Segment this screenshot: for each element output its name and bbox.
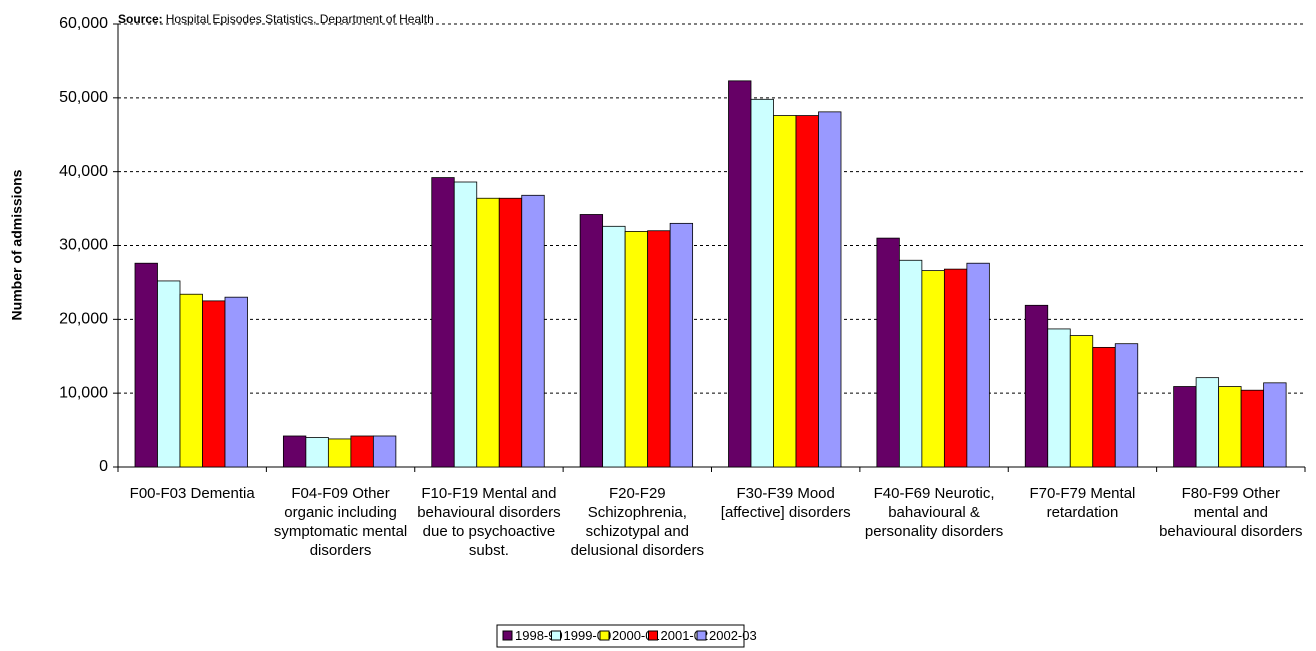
bar: [305, 437, 329, 468]
x-tick-label: F00-F03 Dementia: [129, 485, 255, 502]
bar: [943, 268, 968, 468]
bar: [224, 296, 248, 468]
bar: [431, 177, 455, 468]
y-tick-label: 20,000: [59, 311, 108, 328]
x-tick-label: F04-F09 Other organic including symptoma…: [273, 485, 408, 559]
bar: [728, 80, 752, 468]
x-tick-label: F80-F99 Other mental and behavioural dis…: [1159, 485, 1303, 540]
bar: [179, 293, 203, 468]
x-tick-label: F70-F79 Mental retardation: [1029, 485, 1136, 521]
bar: [1069, 335, 1094, 468]
legend-label: 1998-99: [515, 628, 563, 643]
bar: [1114, 343, 1139, 468]
bar: [1263, 382, 1287, 468]
legend-label: 2002-03: [709, 628, 757, 643]
y-tick-label: 60,000: [59, 15, 108, 32]
bar: [818, 111, 842, 468]
bar: [1195, 377, 1220, 468]
bar: [624, 231, 649, 468]
bar: [1218, 386, 1242, 468]
legend-swatch: [648, 630, 658, 641]
bar: [669, 222, 694, 468]
legend: 1998-99 1999-00 2000-01 2001-02 2002-03: [496, 624, 757, 648]
x-tick-label: F30-F39 Mood [affective] disorders: [720, 485, 851, 521]
legend-swatch: [599, 630, 610, 641]
legend-label: 2000-01: [612, 628, 660, 643]
bar: [202, 300, 226, 468]
source-text: Hospital Episodes Statistics, Department…: [166, 12, 434, 26]
y-tick-label: 40,000: [59, 163, 108, 180]
x-tick-label: F40-F69 Neurotic, bahavioural & personal…: [864, 485, 1004, 540]
legend-swatch: [551, 630, 561, 641]
bar: [1173, 386, 1197, 468]
bar: [134, 262, 158, 468]
bar: [521, 194, 545, 468]
bar: [1240, 389, 1265, 468]
bar: [282, 435, 307, 468]
y-tick-label: 30,000: [59, 237, 108, 254]
bar: [372, 435, 397, 468]
bar: [966, 262, 990, 468]
bar: [350, 435, 374, 468]
bar: [498, 197, 523, 468]
bar: [327, 438, 352, 468]
y-tick-label: 0: [99, 458, 108, 475]
bar: [1024, 304, 1049, 468]
bar: [795, 115, 819, 468]
y-tick-label: 10,000: [59, 384, 108, 401]
x-tick-label: F10-F19 Mental and behavioural disorders…: [417, 485, 561, 559]
bar: [476, 197, 500, 468]
bar: [773, 115, 797, 468]
bar: [750, 98, 774, 468]
legend-swatch: [696, 630, 707, 641]
legend-swatch: [502, 630, 513, 641]
bar: [1092, 346, 1116, 468]
y-tick-label: 50,000: [59, 89, 108, 106]
source-label: Source:: [118, 12, 163, 26]
source: Source: Hospital Episodes Statistics, Dep…: [118, 12, 434, 26]
bar: [1047, 328, 1071, 468]
y-axis-label: Number of admissions: [9, 169, 25, 320]
bar: [157, 280, 181, 468]
bar: [921, 270, 945, 468]
bar: [453, 181, 478, 468]
bar: [876, 237, 900, 468]
legend-label: 1999-00: [564, 628, 612, 643]
bar: [602, 225, 626, 468]
x-tick-label: F20-F29 Schizophrenia, schizotypal and d…: [570, 485, 705, 559]
legend-label: 2001-02: [661, 628, 709, 643]
bar: [898, 259, 923, 468]
bar: [579, 214, 604, 468]
bar: [647, 230, 671, 468]
